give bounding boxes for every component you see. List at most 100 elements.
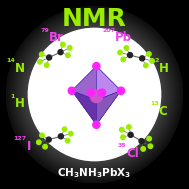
Circle shape — [9, 9, 180, 180]
Text: H: H — [159, 62, 169, 74]
Circle shape — [9, 9, 180, 180]
Circle shape — [150, 59, 154, 63]
Circle shape — [7, 7, 182, 182]
Circle shape — [140, 56, 145, 61]
Circle shape — [33, 33, 156, 156]
Circle shape — [128, 132, 133, 137]
Text: N: N — [15, 62, 25, 74]
Circle shape — [8, 8, 181, 181]
Circle shape — [65, 138, 70, 143]
Circle shape — [8, 8, 181, 181]
Circle shape — [117, 87, 125, 94]
Circle shape — [21, 21, 168, 168]
Circle shape — [10, 10, 179, 179]
Circle shape — [40, 40, 149, 149]
Circle shape — [10, 10, 179, 179]
Circle shape — [9, 9, 180, 180]
Circle shape — [98, 89, 106, 96]
Circle shape — [9, 9, 180, 180]
Text: $\mathregular{CH_3NH_3PbX_3}$: $\mathregular{CH_3NH_3PbX_3}$ — [57, 166, 132, 180]
Circle shape — [92, 92, 97, 97]
Text: 2: 2 — [154, 58, 159, 63]
Circle shape — [7, 7, 182, 182]
Circle shape — [14, 14, 175, 175]
Circle shape — [8, 8, 181, 181]
Circle shape — [44, 63, 49, 67]
Text: 1: 1 — [11, 94, 15, 99]
Circle shape — [84, 84, 105, 105]
Polygon shape — [72, 91, 96, 125]
Text: 35: 35 — [118, 143, 127, 148]
Circle shape — [26, 26, 163, 163]
Circle shape — [127, 125, 131, 129]
Circle shape — [93, 63, 100, 70]
Circle shape — [10, 10, 179, 179]
Circle shape — [86, 86, 103, 103]
Circle shape — [8, 8, 181, 181]
Circle shape — [40, 52, 44, 57]
Circle shape — [10, 10, 179, 179]
Circle shape — [29, 29, 160, 160]
Circle shape — [9, 9, 180, 180]
Circle shape — [9, 9, 180, 180]
Circle shape — [15, 15, 174, 174]
Polygon shape — [96, 91, 121, 125]
Circle shape — [31, 31, 158, 158]
Circle shape — [67, 46, 72, 50]
Circle shape — [9, 9, 180, 180]
Circle shape — [25, 25, 164, 164]
Circle shape — [8, 8, 181, 181]
Circle shape — [121, 57, 125, 62]
Circle shape — [139, 139, 144, 144]
Circle shape — [11, 11, 178, 178]
Circle shape — [9, 9, 180, 180]
Circle shape — [58, 50, 63, 55]
Circle shape — [27, 27, 162, 162]
Circle shape — [18, 18, 171, 171]
Circle shape — [147, 136, 151, 141]
Circle shape — [26, 26, 163, 163]
Circle shape — [128, 53, 132, 58]
Circle shape — [9, 9, 180, 180]
Circle shape — [9, 9, 180, 180]
Circle shape — [61, 42, 65, 47]
Circle shape — [12, 12, 177, 177]
Circle shape — [66, 66, 123, 123]
Circle shape — [16, 16, 173, 173]
Circle shape — [8, 8, 181, 181]
Circle shape — [141, 147, 146, 151]
Circle shape — [10, 10, 179, 179]
Circle shape — [7, 7, 182, 182]
Circle shape — [7, 7, 182, 182]
Circle shape — [8, 8, 181, 181]
Circle shape — [10, 10, 179, 179]
Circle shape — [147, 52, 151, 56]
Circle shape — [79, 79, 110, 110]
Circle shape — [46, 46, 143, 143]
Circle shape — [10, 10, 179, 179]
Circle shape — [13, 13, 176, 176]
Circle shape — [19, 19, 170, 170]
Polygon shape — [72, 91, 121, 125]
Text: 207: 207 — [102, 28, 115, 33]
Circle shape — [9, 9, 180, 180]
Text: Cl: Cl — [127, 147, 139, 160]
Circle shape — [18, 18, 171, 171]
Circle shape — [68, 87, 75, 94]
Circle shape — [144, 63, 148, 68]
Circle shape — [118, 50, 122, 55]
Circle shape — [59, 59, 130, 130]
Circle shape — [11, 11, 178, 178]
Circle shape — [66, 53, 70, 57]
Circle shape — [53, 53, 136, 136]
Circle shape — [11, 11, 178, 178]
Circle shape — [10, 10, 179, 179]
Circle shape — [7, 7, 182, 182]
Circle shape — [46, 137, 51, 142]
Circle shape — [24, 24, 165, 165]
Circle shape — [7, 7, 182, 182]
Circle shape — [7, 7, 182, 182]
Circle shape — [87, 89, 94, 96]
Circle shape — [62, 62, 127, 127]
Circle shape — [55, 55, 134, 134]
